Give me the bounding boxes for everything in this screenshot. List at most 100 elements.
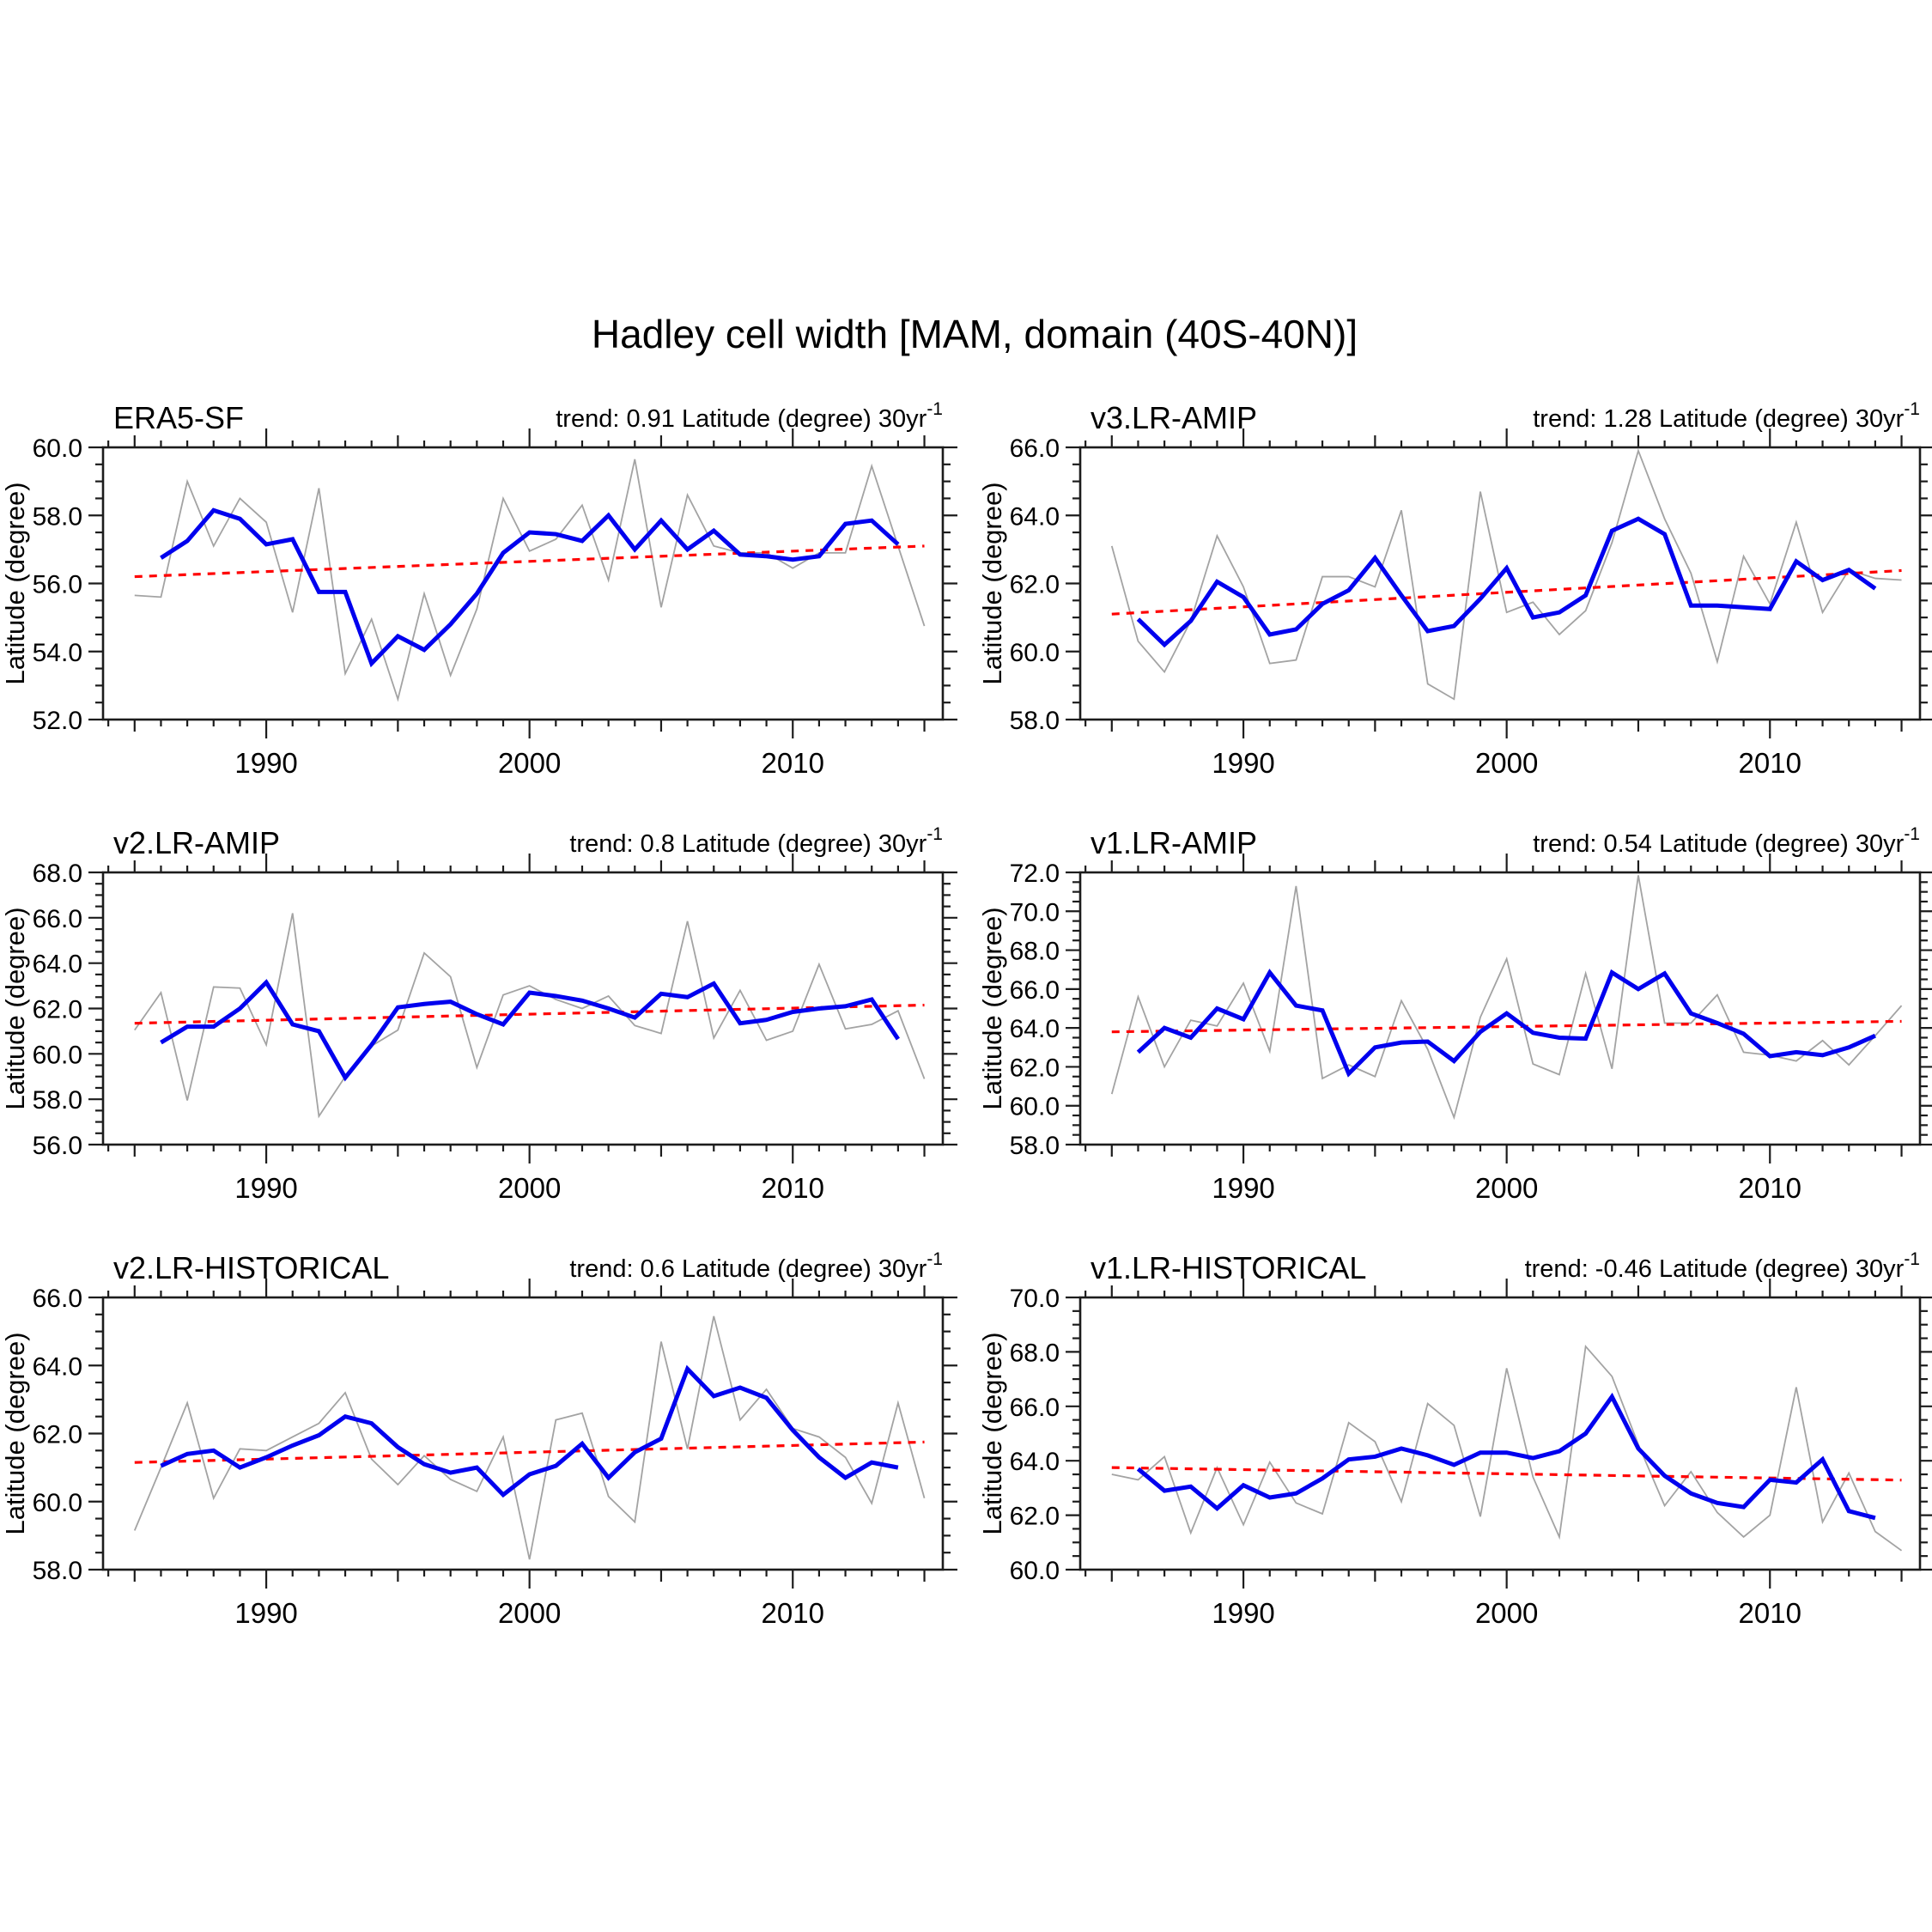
x-tick-label: 1990 [234, 1597, 297, 1629]
annual-series-line [1111, 1344, 1903, 1552]
trend-annotation: trend: 1.28 Latitude (degree) 30yr-1 [1533, 399, 1920, 433]
y-tick-label: 52.0 [33, 707, 82, 735]
y-tick-label: 64.0 [1010, 1015, 1060, 1043]
panel-title: v3.LR-AMIP [1091, 400, 1257, 435]
y-tick-label: 70.0 [1010, 1285, 1060, 1313]
trend-line [1111, 1466, 1902, 1482]
annual-series-line [134, 913, 926, 1119]
y-tick-label: 64.0 [1010, 1448, 1060, 1476]
y-tick-label: 72.0 [1010, 860, 1060, 888]
y-tick-label: 66.0 [33, 905, 82, 933]
trend-line [1111, 568, 1902, 616]
panel-title: v1.LR-HISTORICAL [1091, 1250, 1366, 1285]
panel-title: v2.LR-HISTORICAL [113, 1250, 389, 1285]
y-tick-label: 64.0 [33, 951, 82, 979]
x-tick-label: 2000 [1475, 1597, 1538, 1629]
trend-annotation: trend: 0.8 Latitude (degree) 30yr-1 [569, 824, 943, 858]
chart-svg: 58.0 60.0 62.0 64.0 66.0 1990 2000 2010 Latitude… [977, 399, 1932, 779]
chart-svg: 56.0 58.0 60.0 62.0 64.0 66.0 68.0 1990 2000 2010… [0, 824, 957, 1204]
y-tick-label: 66.0 [1010, 1394, 1060, 1422]
panel-ERA5-SF: 52.0 54.0 56.0 58.0 60.0 1990 2000 2010 Latitude… [0, 379, 981, 818]
y-tick-label: 60.0 [1010, 1093, 1060, 1121]
plot-frame [101, 446, 945, 721]
x-tick-label: 2000 [498, 747, 561, 779]
smoothed-series-line [160, 1364, 899, 1498]
y-tick-label: 66.0 [1010, 434, 1060, 463]
panel-v1.LR-HISTORICAL: 60.0 62.0 64.0 66.0 68.0 70.0 1990 2000 2010 Lati… [977, 1229, 1932, 1668]
y-tick-label: 54.0 [33, 639, 82, 667]
y-axis-label: Latitude (degree) [0, 1332, 30, 1534]
trend-line [134, 544, 925, 579]
annual-series-line [1110, 448, 1902, 701]
x-tick-label: 2010 [762, 1597, 824, 1629]
y-tick-label: 58.0 [1010, 1132, 1060, 1160]
axis-ticks [1066, 854, 1932, 1163]
x-tick-label: 2010 [762, 747, 824, 779]
y-tick-label: 58.0 [33, 1086, 82, 1115]
y-tick-label: 66.0 [33, 1285, 82, 1313]
y-tick-label: 60.0 [1010, 639, 1060, 667]
annual-series-line [133, 1315, 926, 1560]
figure-title: Hadley cell width [MAM, domain (40S-40N)… [591, 312, 1358, 356]
plot-frame [1078, 1296, 1922, 1571]
x-tick-label: 2000 [498, 1597, 561, 1629]
panel-title: v2.LR-AMIP [113, 825, 280, 860]
y-tick-label: 62.0 [33, 1421, 82, 1449]
trend-annotation: trend: 0.54 Latitude (degree) 30yr-1 [1533, 824, 1920, 858]
y-tick-label: 68.0 [1010, 1339, 1060, 1367]
y-tick-label: 62.0 [1010, 1503, 1060, 1531]
y-axis-label: Latitude (degree) [0, 482, 30, 684]
y-axis-label: Latitude (degree) [977, 482, 1007, 684]
panel-title: v1.LR-AMIP [1091, 825, 1257, 860]
x-tick-label: 2010 [762, 1172, 824, 1204]
y-tick-label: 56.0 [33, 1132, 82, 1160]
chart-svg: 58.0 60.0 62.0 64.0 66.0 68.0 70.0 72.0 1990 2000… [977, 824, 1932, 1204]
x-tick-label: 2000 [498, 1172, 561, 1204]
chart-svg: 60.0 62.0 64.0 66.0 68.0 70.0 1990 2000 2010 Lati… [977, 1249, 1932, 1629]
y-tick-label: 66.0 [1010, 976, 1060, 1005]
annual-series-line [1110, 875, 1903, 1121]
y-tick-label: 64.0 [1010, 502, 1060, 531]
panel-v2.LR-AMIP: 56.0 58.0 60.0 62.0 64.0 66.0 68.0 1990 2000 2010… [0, 804, 981, 1243]
y-tick-label: 58.0 [33, 1557, 82, 1585]
panel-v1.LR-AMIP: 58.0 60.0 62.0 64.0 66.0 68.0 70.0 72.0 1990 2000… [977, 804, 1932, 1243]
axis-ticks [88, 428, 957, 738]
y-tick-label: 64.0 [33, 1352, 82, 1381]
trend-annotation: trend: 0.91 Latitude (degree) 30yr-1 [556, 399, 943, 433]
y-tick-label: 68.0 [1010, 938, 1060, 966]
x-tick-label: 1990 [234, 1172, 297, 1204]
y-tick-label: 62.0 [1010, 1054, 1060, 1082]
axis-ticks [88, 1279, 957, 1589]
annual-series-line [134, 459, 926, 702]
y-tick-label: 62.0 [33, 996, 82, 1024]
y-tick-label: 62.0 [1010, 571, 1060, 599]
chart-svg: 58.0 60.0 62.0 64.0 66.0 1990 2000 2010 Latitude… [0, 1249, 957, 1629]
x-tick-label: 2010 [1739, 747, 1801, 779]
axis-ticks [88, 854, 957, 1163]
x-tick-label: 2000 [1475, 747, 1538, 779]
x-tick-label: 1990 [1212, 747, 1274, 779]
x-tick-label: 2010 [1739, 1172, 1801, 1204]
x-tick-label: 2010 [1739, 1597, 1801, 1629]
smoothed-series-line [160, 979, 900, 1082]
trend-annotation: trend: -0.46 Latitude (degree) 30yr-1 [1525, 1249, 1920, 1283]
smoothed-series-line [1136, 969, 1876, 1078]
panel-v3.LR-AMIP: 58.0 60.0 62.0 64.0 66.0 1990 2000 2010 Latitude… [977, 379, 1932, 818]
y-tick-label: 60.0 [33, 1041, 82, 1069]
y-tick-label: 56.0 [33, 571, 82, 599]
plot-frame [1078, 871, 1922, 1146]
trend-line [1111, 1019, 1902, 1034]
trend-line [134, 1003, 925, 1025]
panel-v2.LR-HISTORICAL: 58.0 60.0 62.0 64.0 66.0 1990 2000 2010 Latitude… [0, 1229, 981, 1668]
y-axis-label: Latitude (degree) [0, 907, 30, 1109]
y-axis-label: Latitude (degree) [977, 1332, 1007, 1534]
smoothed-series-line [1136, 516, 1877, 648]
axis-ticks [1066, 428, 1932, 738]
y-tick-label: 60.0 [33, 1489, 82, 1517]
y-tick-label: 70.0 [1010, 898, 1060, 927]
x-tick-label: 2000 [1475, 1172, 1538, 1204]
axis-ticks [1066, 1279, 1932, 1589]
x-tick-label: 1990 [234, 747, 297, 779]
panel-title: ERA5-SF [113, 400, 244, 435]
